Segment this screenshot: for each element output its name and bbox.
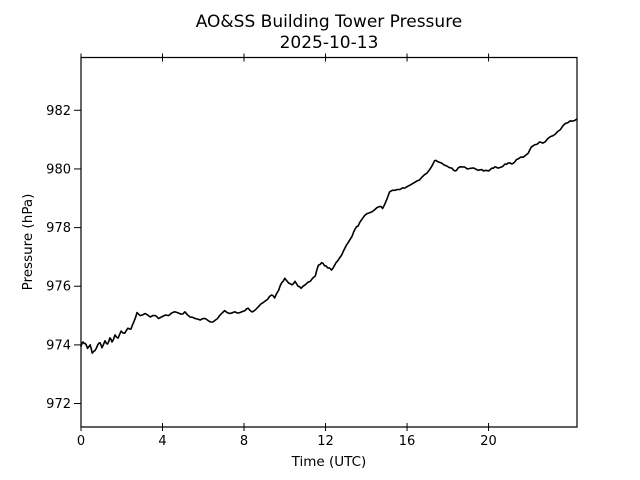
x-tick-label: 8 <box>240 434 248 449</box>
plot-area: 0 4 8 12 16 20 972 974 976 978 980 982 <box>46 53 578 449</box>
x-tick-label: 20 <box>480 434 497 449</box>
x-tick-label: 12 <box>317 434 334 449</box>
x-tick-label: 16 <box>399 434 416 449</box>
y-tick-label: 982 <box>46 104 71 119</box>
chart-title: AO&SS Building Tower Pressure <box>196 12 463 32</box>
x-axis-label: Time (UTC) <box>291 454 367 470</box>
y-axis-label: Pressure (hPa) <box>20 194 36 291</box>
x-tick-label: 4 <box>158 434 166 449</box>
chart-subtitle: 2025-10-13 <box>280 33 379 53</box>
y-tick-label: 976 <box>46 280 71 295</box>
y-tick-label: 974 <box>46 338 71 353</box>
y-tick-label: 972 <box>46 397 71 412</box>
axes-spines <box>80 56 578 428</box>
pressure-line <box>80 118 578 354</box>
x-tick-label: 0 <box>77 434 85 449</box>
y-tick-label: 978 <box>46 221 71 236</box>
y-tick-label: 980 <box>46 162 71 177</box>
